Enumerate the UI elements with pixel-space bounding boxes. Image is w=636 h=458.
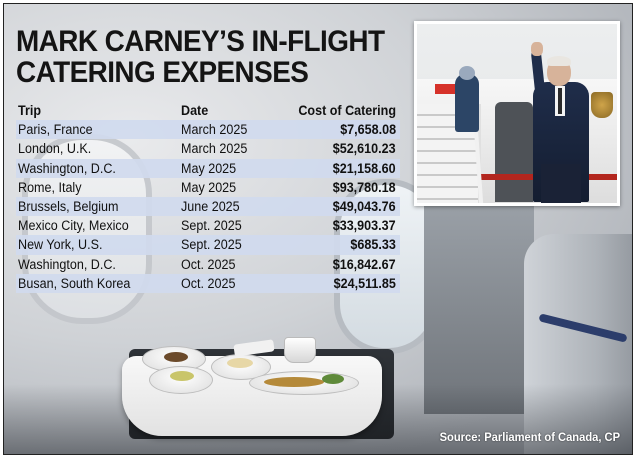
trip-cell: New York, U.S. xyxy=(18,237,103,253)
source-credit: Source: Parliament of Canada, CP xyxy=(439,430,620,444)
trip-cell: Paris, France xyxy=(18,122,93,138)
column-header-trip: Trip xyxy=(18,103,42,119)
expense-table: Trip Date Cost of Catering Paris, France… xyxy=(16,101,400,293)
column-header-date: Date xyxy=(181,103,209,119)
cost-cell: $7,658.08 xyxy=(340,122,396,138)
person-head xyxy=(459,66,475,80)
headline: MARK CARNEY’S IN-FLIGHT CATERING EXPENSE… xyxy=(16,25,385,89)
waving-hand xyxy=(531,42,543,56)
cost-cell: $49,043.76 xyxy=(333,199,396,215)
cost-cell: $685.33 xyxy=(350,237,396,253)
food-item xyxy=(264,377,324,387)
table-row: Busan, South Korea Oct. 2025 $24,511.85 xyxy=(16,273,400,293)
airplane-door xyxy=(495,102,533,202)
person-figure xyxy=(455,74,479,132)
date-cell: May 2025 xyxy=(181,160,237,176)
table-row: New York, U.S. Sept. 2025 $685.33 xyxy=(16,235,400,255)
table-row: Washington, D.C. Oct. 2025 $16,842.67 xyxy=(16,255,400,274)
date-cell: March 2025 xyxy=(181,122,248,138)
cost-cell: $21,158.60 xyxy=(333,160,396,176)
column-header-cost: Cost of Catering xyxy=(298,103,396,119)
date-cell: Oct. 2025 xyxy=(181,256,236,272)
trip-cell: London, U.K. xyxy=(18,141,92,157)
table-row: Mexico City, Mexico Sept. 2025 $33,903.3… xyxy=(16,216,400,235)
food-item xyxy=(322,374,344,384)
trip-cell: Busan, South Korea xyxy=(18,275,131,291)
legs xyxy=(541,164,581,203)
table-row: Brussels, Belgium June 2025 $49,043.76 xyxy=(16,196,400,217)
photo-inset xyxy=(414,21,620,206)
food-item xyxy=(170,371,194,381)
table-row: London, U.K. March 2025 $52,610.23 xyxy=(16,139,400,158)
headline-line-2: CATERING EXPENSES xyxy=(16,56,309,89)
date-cell: March 2025 xyxy=(181,141,248,157)
table-row: Rome, Italy May 2025 $93,780.18 xyxy=(16,178,400,197)
hair xyxy=(547,56,571,66)
infographic-frame: MARK CARNEY’S IN-FLIGHT CATERING EXPENSE… xyxy=(3,3,633,455)
cost-cell: $93,780.18 xyxy=(333,179,396,195)
date-cell: Oct. 2025 xyxy=(181,275,236,291)
cup xyxy=(284,337,316,363)
cost-cell: $24,511.85 xyxy=(333,275,396,291)
trip-cell: Washington, D.C. xyxy=(18,160,116,176)
food-item xyxy=(227,358,253,368)
trip-cell: Rome, Italy xyxy=(18,179,82,195)
cost-cell: $33,903.37 xyxy=(333,218,396,234)
date-cell: June 2025 xyxy=(181,199,240,215)
cabin-wall-panel xyxy=(424,204,534,414)
date-cell: May 2025 xyxy=(181,179,237,195)
headline-line-1: MARK CARNEY’S IN-FLIGHT xyxy=(16,25,385,58)
trip-cell: Washington, D.C. xyxy=(18,256,116,272)
flag-icon xyxy=(435,84,455,94)
airplane-stripe xyxy=(417,174,617,180)
date-cell: Sept. 2025 xyxy=(181,218,242,234)
trip-cell: Mexico City, Mexico xyxy=(18,218,129,234)
table-header-row: Trip Date Cost of Catering xyxy=(16,101,400,120)
table-row: Paris, France March 2025 $7,658.08 xyxy=(16,120,400,140)
cost-cell: $16,842.67 xyxy=(333,256,396,272)
cost-cell: $52,610.23 xyxy=(333,141,396,157)
date-cell: Sept. 2025 xyxy=(181,237,242,253)
trip-cell: Brussels, Belgium xyxy=(18,199,119,215)
food-item xyxy=(164,352,188,362)
table-row: Washington, D.C. May 2025 $21,158.60 xyxy=(16,158,400,178)
crest-icon xyxy=(591,92,613,118)
tie xyxy=(558,88,562,114)
